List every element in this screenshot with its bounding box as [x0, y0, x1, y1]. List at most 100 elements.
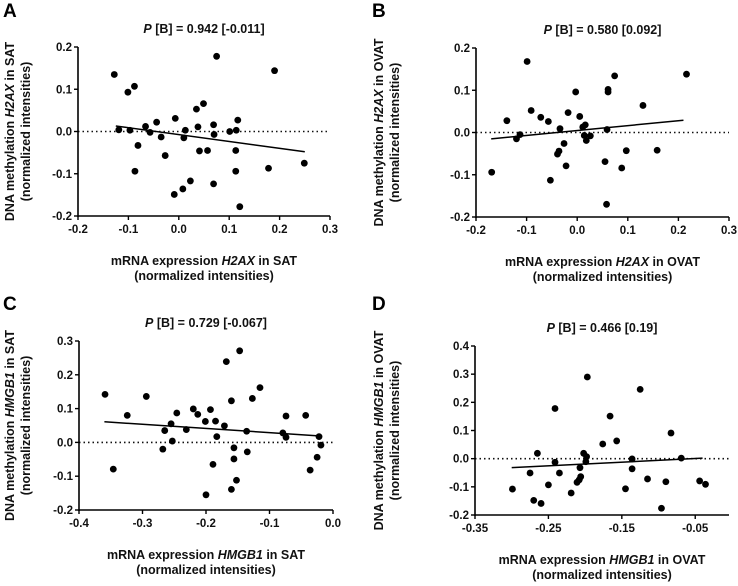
data-point — [110, 71, 118, 78]
data-point — [556, 469, 563, 477]
y-tick-label: 0.0 — [453, 454, 469, 466]
data-point — [233, 476, 240, 484]
panel-letter: C — [3, 294, 17, 315]
data-point — [572, 88, 580, 96]
data-point — [662, 478, 670, 486]
data-point — [599, 440, 607, 448]
data-point — [115, 126, 123, 134]
data-point — [173, 409, 181, 417]
data-point — [196, 147, 203, 155]
data-point — [683, 70, 690, 78]
data-point — [603, 200, 610, 208]
gene-name: HMGB1 — [609, 553, 654, 567]
x-tick-label: -0.25 — [535, 523, 562, 535]
label-part: DNA methylation — [372, 123, 386, 227]
y-axis-label-units: (normalized intensities) — [388, 63, 402, 203]
label-part: in SAT — [263, 548, 305, 562]
data-point — [636, 385, 644, 393]
data-point — [193, 105, 200, 113]
data-point — [201, 418, 209, 425]
data-point — [533, 449, 541, 457]
x-tick-label: -0.4 — [69, 518, 89, 530]
x-tick-label: 0.3 — [721, 225, 737, 237]
data-point — [171, 115, 179, 122]
data-point — [545, 481, 552, 489]
label-part: in OVAT — [654, 553, 705, 567]
data-point — [613, 437, 621, 445]
data-point — [576, 113, 584, 120]
data-point — [124, 88, 132, 96]
x-tick-label: 0.2 — [670, 225, 686, 237]
x-axis-label-units: (normalized intensities) — [134, 269, 274, 283]
x-tick-label: 0.0 — [325, 518, 341, 530]
x-axis-label-units: (normalized intensities) — [532, 568, 672, 582]
data-point — [232, 126, 240, 134]
label-part: DNA methylation — [3, 417, 17, 521]
title-rest: [B] = 0.942 [-0.011] — [152, 22, 265, 36]
data-point — [551, 405, 559, 412]
gene-name: H2AX — [222, 254, 256, 268]
data-point — [581, 121, 589, 129]
data-point — [583, 373, 591, 381]
x-tick-label: -0.2 — [466, 225, 486, 237]
title-p: P — [547, 321, 556, 335]
title-p: P — [145, 316, 154, 330]
panel-d: D P [B] = 0.466 [0.19] -0.2 -0.1 0.0 0.1 0.2 0.… — [372, 294, 729, 582]
label-part: in OVAT — [372, 330, 386, 381]
x-tick-label: -0.05 — [682, 523, 709, 535]
data-point — [228, 397, 235, 405]
x-axis-label: mRNA expression H2AX in OVAT — [505, 255, 700, 269]
data-point — [282, 433, 290, 441]
data-point — [317, 441, 325, 449]
data-point — [564, 109, 572, 117]
data-point — [282, 412, 290, 420]
gene-name: H2AX — [616, 255, 650, 269]
y-tick-label: 0.3 — [57, 336, 73, 348]
data-point — [212, 417, 219, 425]
data-point — [271, 67, 278, 75]
data-point — [210, 131, 218, 138]
y-tick-label: -0.2 — [52, 211, 72, 223]
data-point — [582, 137, 590, 144]
data-point — [601, 158, 609, 166]
title-rest: [B] = 0.580 [0.092] — [552, 23, 661, 37]
data-point — [131, 82, 138, 90]
data-point — [168, 437, 176, 445]
data-point — [170, 191, 178, 198]
label-part: in SAT — [3, 42, 17, 84]
y-tick-label: 0.2 — [454, 43, 470, 55]
data-point — [181, 126, 189, 134]
data-point — [228, 485, 235, 493]
data-point — [560, 140, 568, 147]
data-point — [606, 412, 614, 420]
gene-name: H2AX — [372, 89, 386, 123]
x-tick-label: -0.1 — [260, 518, 280, 530]
data-point — [554, 150, 561, 158]
y-axis-label-units: (normalized intensities) — [388, 361, 402, 501]
data-point — [523, 58, 531, 65]
regression-line — [104, 421, 321, 437]
data-point — [210, 180, 217, 188]
y-tick-label: -0.1 — [53, 471, 73, 483]
y-tick-label: 0.3 — [453, 369, 469, 381]
data-point — [546, 176, 554, 184]
data-point — [509, 485, 516, 493]
y-tick-label: 0.0 — [454, 128, 470, 140]
data-point — [628, 455, 636, 463]
data-point — [696, 477, 704, 485]
data-point — [622, 147, 630, 155]
data-point — [544, 118, 552, 125]
x-axis-label-units: (normalized intensities) — [533, 270, 673, 284]
title-rest: [B] = 0.729 [-0.067] — [153, 316, 267, 330]
y-axis-label: DNA methylation HMGB1 in OVAT — [372, 330, 386, 530]
y-axis-label: DNA methylation H2AX in OVAT — [372, 38, 386, 226]
data-point — [639, 102, 647, 109]
data-point — [230, 444, 238, 452]
data-point — [101, 391, 109, 398]
data-point — [236, 347, 244, 355]
data-point — [306, 466, 314, 474]
y-tick-label: 0.2 — [56, 42, 72, 54]
data-point — [161, 427, 169, 434]
data-point — [315, 433, 323, 441]
